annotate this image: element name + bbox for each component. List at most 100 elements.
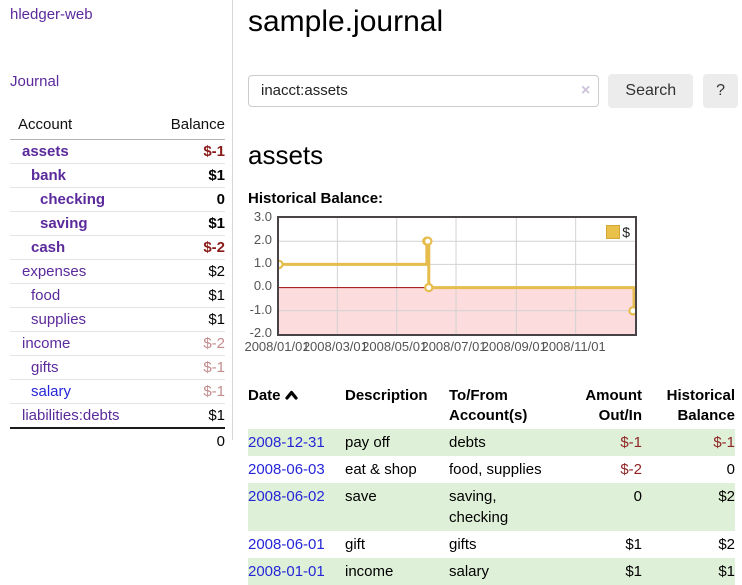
account-link[interactable]: saving — [40, 215, 88, 232]
account-row: checking 0 — [10, 187, 225, 212]
transaction-date-link[interactable]: 2008-06-03 — [248, 461, 325, 479]
account-heading: assets — [248, 139, 324, 170]
chart-y-axis-labels: 3.0 2.0 1.0 0.0 -1.0 -2.0 — [248, 209, 273, 340]
account-row: assets $-1 — [10, 139, 225, 164]
transaction-balance: $2 — [718, 536, 735, 554]
account-balance: $1 — [147, 403, 225, 429]
transaction-date-link[interactable]: 2008-12-31 — [248, 434, 325, 452]
account-balance: $1 — [147, 307, 225, 332]
balance-column-header: Balance — [147, 113, 225, 140]
account-row: bank $1 — [10, 163, 225, 188]
account-row: expenses $2 — [10, 259, 225, 284]
historical-column-header: Historical Balance — [666, 386, 735, 424]
y-tick-label: 2.0 — [253, 231, 272, 247]
accounts-total-row: 0 — [10, 427, 225, 454]
register-header-row: Date Description To/From Account(s) Amou… — [248, 384, 735, 430]
search-button[interactable]: Search — [608, 73, 694, 108]
account-link[interactable]: salary — [31, 383, 72, 400]
account-link[interactable]: expenses — [22, 263, 87, 280]
transaction-row: 2008-06-02 save saving, checking 0 $2 — [248, 483, 735, 532]
x-tick-label: 2008/07/01 — [421, 338, 487, 354]
chart-x-axis-labels: 2008/01/01 2008/03/01 2008/05/01 2008/07/01… — [244, 338, 637, 357]
x-tick-label: 2008/03/01 — [302, 338, 368, 354]
transaction-description: pay off — [345, 434, 390, 452]
register-table: Date Description To/From Account(s) Amou… — [248, 384, 735, 585]
transaction-balance: 0 — [726, 461, 735, 479]
transaction-balance: $1 — [718, 563, 735, 581]
search-form: × Search ? — [248, 73, 738, 108]
account-row: income $-2 — [10, 331, 225, 356]
sort-ascending-icon — [284, 390, 298, 400]
x-tick-label: 2008/11/01 — [541, 338, 606, 354]
transaction-date-link[interactable]: 2008-06-01 — [248, 536, 325, 554]
chart-title: Historical Balance: — [248, 189, 384, 207]
accounts-column-header: To/From Account(s) — [449, 386, 528, 424]
x-tick-label: 2008/05/01 — [362, 338, 428, 354]
chart-legend: $ — [606, 224, 630, 240]
date-column-header[interactable]: Date — [248, 384, 345, 430]
account-balance: $-1 — [147, 379, 225, 404]
legend-swatch-icon — [606, 224, 621, 239]
account-balance: $1 — [147, 211, 225, 236]
transaction-accounts: saving, checking — [449, 488, 509, 527]
account-row: saving $1 — [10, 211, 225, 236]
account-balance: 0 — [147, 187, 225, 212]
account-row: gifts $-1 — [10, 355, 225, 380]
transaction-description: eat & shop — [345, 461, 417, 479]
transaction-accounts: salary — [449, 563, 490, 581]
account-balance: $-2 — [147, 331, 225, 356]
account-link[interactable]: income — [22, 335, 71, 352]
account-balance: $-2 — [147, 235, 225, 260]
y-tick-label: 3.0 — [253, 208, 272, 224]
clear-search-icon[interactable]: × — [581, 81, 591, 99]
x-tick-label: 2008/01/01 — [244, 338, 310, 354]
transaction-amount: 0 — [633, 488, 642, 506]
y-tick-label: -1.0 — [249, 301, 272, 317]
account-row: salary $-1 — [10, 379, 225, 404]
account-balance: $-1 — [147, 355, 225, 380]
historical-balance-chart: 3.0 2.0 1.0 0.0 -1.0 -2.0 $ 2008/01/01 2008/03… — [244, 209, 738, 359]
transaction-date-link[interactable]: 2008-06-02 — [248, 488, 325, 506]
transaction-row: 2008-12-31 pay off debts $-1 $-1 — [248, 429, 735, 457]
account-link[interactable]: gifts — [31, 359, 59, 376]
transaction-amount: $-1 — [620, 434, 642, 452]
legend-label: $ — [622, 223, 630, 240]
transaction-date-link[interactable]: 2008-01-01 — [248, 563, 325, 581]
help-button[interactable]: ? — [703, 73, 738, 108]
x-tick-label: 2008/09/01 — [481, 338, 547, 354]
account-column-header: Account — [10, 113, 148, 140]
account-balance: $-1 — [147, 139, 225, 164]
transaction-balance: $-1 — [713, 434, 735, 452]
nav-journal-link[interactable]: Journal — [10, 73, 60, 90]
account-row: liabilities:debts $1 — [10, 403, 225, 429]
chart-plot-area: $ — [277, 215, 637, 336]
account-row: food $1 — [10, 283, 225, 308]
account-link[interactable]: bank — [31, 167, 67, 184]
account-link[interactable]: assets — [22, 143, 69, 160]
transaction-description: income — [345, 563, 394, 581]
account-row: cash $-2 — [10, 235, 225, 260]
account-link[interactable]: cash — [31, 239, 66, 256]
search-input[interactable] — [248, 74, 600, 107]
transaction-accounts: debts — [449, 434, 486, 452]
account-balance: $2 — [147, 259, 225, 284]
chart-canvas — [279, 217, 635, 334]
brand-link[interactable]: hledger-web — [10, 6, 93, 23]
account-link[interactable]: checking — [40, 191, 106, 208]
accounts-table: Account Balance assets $-1 bank $1 checking 0… — [10, 113, 225, 454]
transaction-amount: $1 — [625, 536, 642, 554]
account-link[interactable]: supplies — [31, 311, 87, 328]
sidebar: hledger-web Journal Account Balance asse… — [0, 0, 233, 454]
transaction-amount: $1 — [625, 563, 642, 581]
account-link[interactable]: liabilities:debts — [22, 407, 120, 424]
main-content: sample.journal × Search ? assets Histori… — [244, 0, 738, 585]
y-tick-label: 1.0 — [253, 255, 272, 271]
description-column-header: Description — [345, 386, 428, 404]
transaction-description: gift — [345, 536, 366, 554]
accounts-header-row: Account Balance — [10, 113, 225, 140]
y-tick-label: 0.0 — [253, 278, 272, 294]
account-link[interactable]: food — [31, 287, 61, 304]
account-row: supplies $1 — [10, 307, 225, 332]
transaction-row: 2008-06-03 eat & shop food, supplies $-2 0 — [248, 456, 735, 483]
transaction-amount: $-2 — [620, 461, 642, 479]
